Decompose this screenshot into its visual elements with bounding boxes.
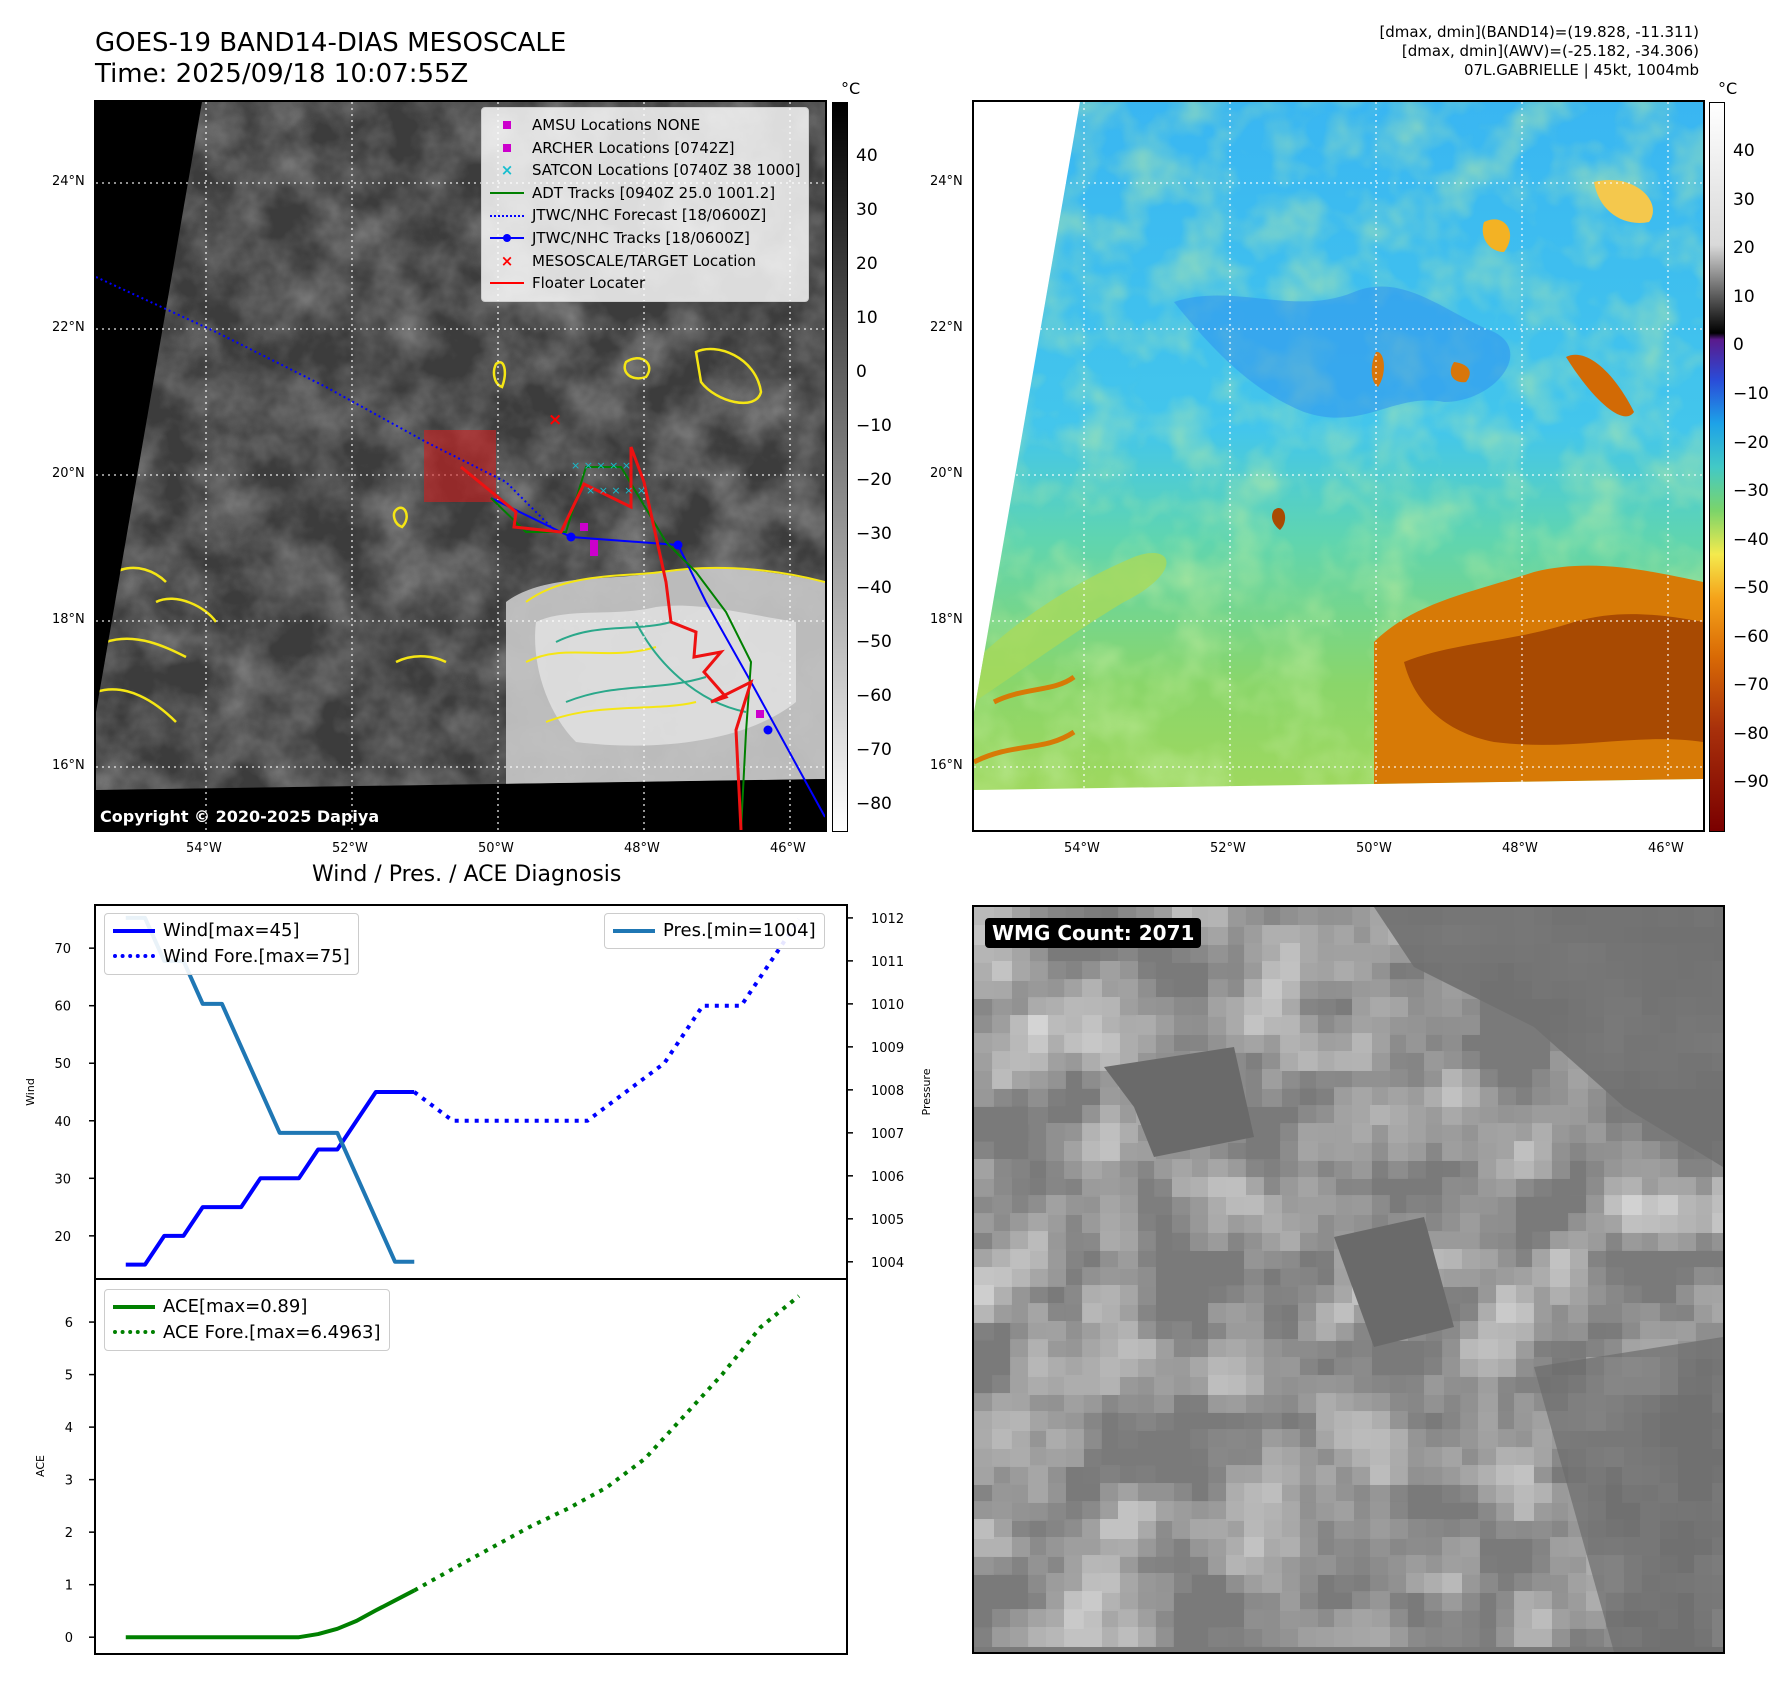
ir-lat-tick-18: 18°N bbox=[52, 612, 85, 627]
wv-lon-tick-54: 54°W bbox=[1064, 841, 1100, 856]
ace-ytick-label: 6 bbox=[65, 1316, 73, 1331]
ir-lat-tick-24: 24°N bbox=[52, 174, 85, 189]
wind-ytick-label: 70 bbox=[54, 942, 71, 957]
stats-band14: [dmax, dmin](BAND14)=(19.828, -11.311) bbox=[1379, 23, 1699, 41]
legend-wind: Wind[max=45] bbox=[113, 918, 350, 944]
wv-lon-tick-46: 46°W bbox=[1648, 841, 1684, 856]
copyright-text: Copyright © 2020-2025 Dapiya bbox=[100, 807, 380, 826]
pressure-ytick-label: 1006 bbox=[871, 1170, 904, 1185]
pressure-legend: Pres.[min=1004] bbox=[604, 913, 825, 949]
ir-lat-tick-16: 16°N bbox=[52, 758, 85, 773]
pressure-ytick-label: 1004 bbox=[871, 1256, 904, 1271]
svg-text:× × × × ×: × × × × × bbox=[586, 484, 646, 497]
wind-ylabel: Wind bbox=[24, 1078, 37, 1106]
ir-map-panel: × × × × × × × × × × × Copyright © 2020-2… bbox=[94, 100, 827, 832]
ir-colorbar bbox=[832, 102, 848, 832]
map-legend: AMSU Locations NONE ARCHER Locations [07… bbox=[481, 107, 810, 302]
wv-map-panel bbox=[972, 100, 1705, 832]
wind-series-line-0 bbox=[125, 1090, 415, 1267]
legend-pressure: Pres.[min=1004] bbox=[613, 918, 816, 944]
legend-floater: Floater Locater bbox=[490, 272, 800, 295]
title-line-product: GOES-19 BAND14-DIAS MESOSCALE bbox=[95, 28, 567, 58]
legend-adt: ADT Tracks [0940Z 25.0 1001.2] bbox=[490, 182, 800, 205]
floater-track bbox=[460, 446, 754, 830]
pressure-ytick-label: 1009 bbox=[871, 1041, 904, 1056]
svg-text:× × × × ×: × × × × × bbox=[571, 459, 631, 472]
ir-lon-tick-52: 52°W bbox=[332, 841, 368, 856]
title-line-time: Time: 2025/09/18 10:07:55Z bbox=[95, 59, 469, 89]
pressure-ytick-label: 1010 bbox=[871, 998, 904, 1013]
wind-left-ticks: 20 30 40 50 60 70 bbox=[54, 942, 95, 1245]
wind-ytick-label: 20 bbox=[54, 1230, 71, 1245]
pressure-ytick-label: 1011 bbox=[871, 955, 904, 970]
diagnosis-title: Wind / Pres. / ACE Diagnosis bbox=[312, 862, 622, 887]
ace-ylabel: ACE bbox=[34, 1455, 47, 1477]
stats-awv: [dmax, dmin](AWV)=(-25.182, -34.306) bbox=[1401, 42, 1699, 60]
stats-storm: 07L.GABRIELLE | 45kt, 1004mb bbox=[1464, 61, 1699, 79]
legend-amsu: AMSU Locations NONE bbox=[490, 114, 800, 137]
ace-series-line-0 bbox=[125, 1588, 416, 1640]
ace-ytick-label: 2 bbox=[65, 1526, 73, 1541]
ace-ticks: 0 1 2 3 4 5 6 bbox=[65, 1316, 95, 1646]
legend-ace: ACE[max=0.89] bbox=[113, 1294, 381, 1320]
wind-right-ticks: 1004 1005 1006 1007 1008 1009 1010 1011 1012 bbox=[847, 912, 904, 1271]
wv-colorbar bbox=[1709, 102, 1725, 832]
ace-ytick-label: 0 bbox=[65, 1631, 73, 1646]
svg-text:×: × bbox=[548, 410, 562, 430]
wv-lon-tick-50: 50°W bbox=[1356, 841, 1392, 856]
ace-ytick-label: 5 bbox=[65, 1369, 73, 1384]
ir-lon-tick-50: 50°W bbox=[478, 841, 514, 856]
ace-series bbox=[125, 1294, 801, 1640]
ir-lat-tick-20: 20°N bbox=[52, 466, 85, 481]
ir-lon-tick-54: 54°W bbox=[186, 841, 222, 856]
pressure-ytick-label: 1008 bbox=[871, 1084, 904, 1099]
legend-target: × MESOSCALE/TARGET Location bbox=[500, 251, 757, 270]
figure-title: GOES-19 BAND14-DIAS MESOSCALE Time: 2025… bbox=[95, 28, 566, 90]
ir-lon-tick-46: 46°W bbox=[770, 841, 806, 856]
stats-text: [dmax, dmin](BAND14)=(19.828, -11.311) [… bbox=[1379, 23, 1699, 80]
legend-tracks: JTWC/NHC Tracks [18/0600Z] bbox=[490, 227, 800, 250]
wmg-image bbox=[974, 907, 1723, 1652]
wind-ytick-label: 30 bbox=[54, 1172, 71, 1187]
wind-ytick-label: 60 bbox=[54, 1000, 71, 1015]
ace-ytick-label: 3 bbox=[65, 1474, 73, 1489]
legend-forecast: JTWC/NHC Forecast [18/0600Z] bbox=[490, 204, 800, 227]
pressure-ytick-label: 1005 bbox=[871, 1213, 904, 1228]
legend-archer: ARCHER Locations [0742Z] bbox=[490, 137, 800, 160]
wv-lat-tick-20: 20°N bbox=[930, 466, 963, 481]
ace-ytick-label: 4 bbox=[65, 1421, 73, 1436]
ir-colorbar-unit: °C bbox=[841, 79, 861, 98]
wv-map-image bbox=[974, 102, 1703, 830]
wv-lat-tick-18: 18°N bbox=[930, 612, 963, 627]
mesoscale-box bbox=[424, 430, 496, 502]
wmg-count-badge: WMG Count: 2071 bbox=[985, 918, 1202, 948]
legend-ace-forecast: ACE Fore.[max=6.4963] bbox=[113, 1320, 381, 1346]
legend-satcon: × SATCON Locations [0740Z 38 1000] bbox=[500, 161, 801, 180]
ace-ytick-label: 1 bbox=[65, 1579, 73, 1594]
wv-lon-tick-52: 52°W bbox=[1210, 841, 1246, 856]
wv-lat-tick-22: 22°N bbox=[930, 320, 963, 335]
wmg-panel: WMG Count: 2071 bbox=[972, 905, 1725, 1654]
wv-lat-tick-16: 16°N bbox=[930, 758, 963, 773]
wind-legend: Wind[max=45] Wind Fore.[max=75] bbox=[104, 913, 359, 975]
ace-series-line-1 bbox=[413, 1294, 801, 1593]
ir-lat-tick-22: 22°N bbox=[52, 320, 85, 335]
wind-ytick-label: 50 bbox=[54, 1057, 71, 1072]
ace-legend: ACE[max=0.89] ACE Fore.[max=6.4963] bbox=[104, 1289, 390, 1351]
pressure-ylabel: Pressure bbox=[920, 1068, 933, 1115]
legend-wind-forecast: Wind Fore.[max=75] bbox=[113, 944, 350, 970]
wind-ytick-label: 40 bbox=[54, 1115, 71, 1130]
wv-lat-tick-24: 24°N bbox=[930, 174, 963, 189]
wind-series-line-1 bbox=[413, 918, 801, 1123]
wv-colorbar-unit: °C bbox=[1718, 79, 1738, 98]
wv-lon-tick-48: 48°W bbox=[1502, 841, 1538, 856]
pressure-ytick-label: 1012 bbox=[871, 912, 904, 927]
pressure-ytick-label: 1007 bbox=[871, 1127, 904, 1142]
forecast-track bbox=[96, 276, 557, 533]
ir-lon-tick-48: 48°W bbox=[624, 841, 660, 856]
